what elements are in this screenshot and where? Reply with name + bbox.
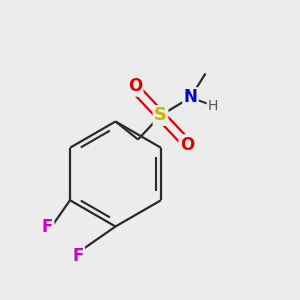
Text: F: F [72,247,84,265]
Text: F: F [42,218,53,236]
Text: S: S [154,106,167,124]
Text: O: O [180,136,194,154]
Text: H: H [208,99,218,112]
Text: N: N [184,88,197,106]
Text: O: O [128,77,142,95]
